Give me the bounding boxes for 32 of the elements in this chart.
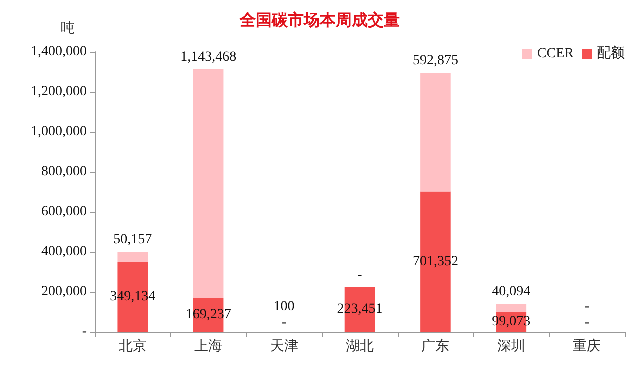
chart-title: 全国碳市场本周成交量 (239, 10, 400, 30)
x-tick-label: 广东 (422, 338, 450, 354)
y-tick-label: 200,000 (42, 284, 87, 300)
legend-label: 配额 (597, 46, 625, 62)
x-tick-label: 深圳 (497, 338, 526, 354)
data-label: 1,143,468 (180, 50, 237, 65)
x-tick-label: 湖北 (346, 338, 374, 354)
y-tick-label: 1,400,000 (31, 44, 87, 60)
x-tick-label: 重庆 (573, 338, 602, 354)
data-label: 100 (274, 299, 295, 314)
bar (118, 252, 148, 262)
y-tick-label: 800,000 (42, 164, 87, 180)
data-label: 50,157 (114, 232, 152, 248)
y-tick-label: 1,000,000 (31, 124, 87, 140)
data-label: 592,875 (412, 54, 458, 69)
data-label: - (584, 300, 590, 314)
legend-label: CCER (537, 46, 575, 62)
x-tick-label: 上海 (194, 338, 223, 354)
bar (193, 69, 224, 298)
y-tick-label: - (82, 324, 88, 340)
data-label: - (282, 316, 287, 330)
data-label: - (358, 268, 363, 283)
y-tick-label: 1,200,000 (31, 84, 87, 100)
y-axis-title: 吨 (61, 20, 75, 36)
data-label: - (584, 316, 590, 330)
y-tick-label: 600,000 (42, 204, 87, 220)
bar (420, 73, 451, 192)
y-tick-label: 400,000 (42, 244, 87, 260)
data-label: 40,094 (492, 284, 531, 300)
x-tick-label: 天津 (270, 338, 298, 354)
x-tick-label: 北京 (118, 338, 147, 354)
bar (496, 304, 527, 312)
